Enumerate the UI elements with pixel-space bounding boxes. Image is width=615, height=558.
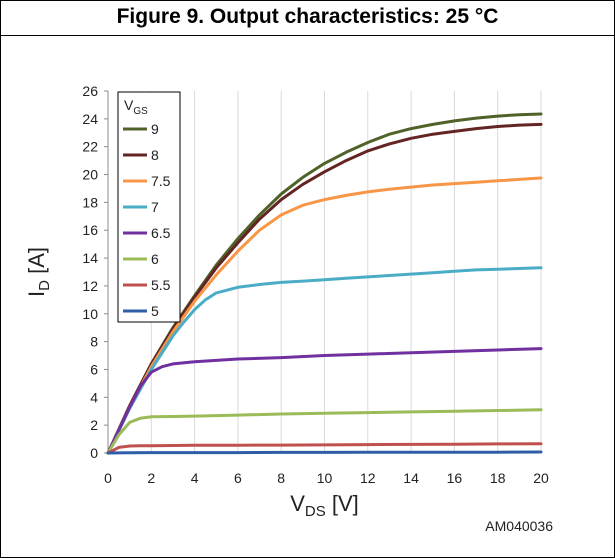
grid-lines (150, 91, 542, 453)
series-line-vgs-7 (106, 266, 543, 455)
legend-label: 7.5 (151, 173, 171, 189)
series-line-vgs-6 (106, 408, 543, 455)
y-tick-label: 18 (82, 194, 98, 210)
x-tick-label: 18 (490, 470, 506, 486)
x-tick-label: 12 (360, 470, 376, 486)
y-tick-label: 6 (90, 361, 98, 377)
x-tick-label: 2 (147, 470, 155, 486)
figure-title: Figure 9. Output characteristics: 25 °C (116, 5, 499, 28)
x-tick-label: 10 (317, 470, 333, 486)
y-tick-label: 0 (90, 445, 98, 461)
y-tick-label: 4 (90, 389, 98, 405)
series-line-vgs-5 (106, 450, 543, 455)
figure-code: AM040036 (485, 518, 553, 534)
y-tick-label: 24 (82, 111, 98, 127)
legend-label: 8 (151, 147, 159, 163)
y-tick-label: 14 (82, 250, 98, 266)
x-axis-label: VDS [V] (290, 491, 359, 520)
x-tick-label: 4 (191, 470, 199, 486)
series-line-vgs-6-5 (106, 347, 543, 455)
legend-label: 5.5 (151, 277, 171, 293)
y-tick-label: 26 (82, 83, 98, 99)
y-tick-label: 8 (90, 334, 98, 350)
x-tick-label: 14 (403, 470, 419, 486)
x-tick-label: 16 (447, 470, 463, 486)
legend-label: 6 (151, 251, 159, 267)
x-tick-label: 8 (277, 470, 285, 486)
legend-label: 9 (151, 121, 159, 137)
x-tick-labels: 0 2 4 6 8 10 12 14 16 18 20 (104, 470, 549, 486)
y-tick-label: 10 (82, 306, 98, 322)
legend-label: 7 (151, 199, 159, 215)
x-tick-label: 0 (104, 470, 112, 486)
legend-label: 6.5 (151, 225, 171, 241)
y-tick-label: 2 (90, 417, 98, 433)
title-bar: Figure 9. Output characteristics: 25 °C (1, 1, 614, 36)
y-tick-label: 16 (82, 222, 98, 238)
series-line-vgs-5-5 (106, 442, 543, 455)
y-tick-label: 20 (82, 167, 98, 183)
legend-label: 5 (151, 303, 159, 319)
y-tick-label: 12 (82, 278, 98, 294)
y-tick-label: 22 (82, 139, 98, 155)
legend-title-sub: GS (133, 106, 148, 117)
y-axis-label: ID [A] (24, 247, 53, 297)
x-tick-label: 20 (533, 470, 549, 486)
x-tick-label: 6 (234, 470, 242, 486)
